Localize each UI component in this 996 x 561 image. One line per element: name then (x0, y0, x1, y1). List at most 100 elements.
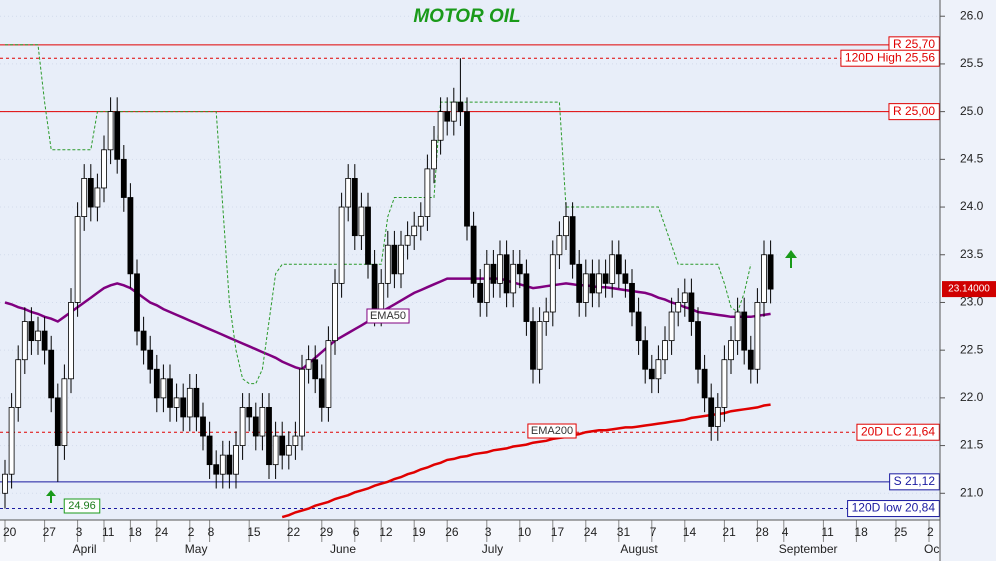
x-tick-label: 27 (43, 525, 57, 539)
candle-body (457, 101, 464, 113)
candle-body (206, 435, 213, 466)
candle-body (648, 368, 655, 380)
indicator-label: EMA50 (370, 310, 406, 322)
candle-body (384, 244, 391, 284)
month-label: July (482, 542, 503, 556)
candle-body (87, 178, 94, 208)
x-tick-label: 14 (683, 525, 697, 539)
level-label-box (889, 473, 940, 491)
candle-body (200, 416, 206, 437)
candle-body (490, 263, 497, 284)
candle-body (741, 311, 748, 351)
candle-body (345, 178, 352, 208)
x-tick-label: 3 (485, 525, 492, 539)
candle-body (325, 340, 332, 408)
candle-body (338, 206, 345, 284)
candle-body (74, 216, 81, 303)
candle-body (543, 311, 550, 322)
plot-area (0, 0, 940, 520)
candle-body (259, 407, 266, 437)
candle-body (48, 349, 55, 399)
candle-body (444, 111, 451, 122)
levels (0, 44, 940, 510)
candle-body (563, 216, 569, 237)
candle-body (655, 359, 662, 380)
level-label: 120D low 20,84 (852, 501, 936, 515)
candle-body (747, 349, 754, 370)
candle-body (523, 273, 530, 322)
candle-body (246, 407, 253, 418)
candle-body (688, 292, 695, 322)
candle-body (398, 244, 404, 275)
candle-body (120, 158, 127, 198)
candle-body (431, 139, 437, 170)
candle-body (728, 340, 734, 361)
candle-body (147, 349, 154, 370)
candle-body (721, 359, 728, 408)
level-label: 120D High 25,56 (845, 50, 935, 64)
candle-body (681, 292, 688, 303)
x-tick-label: 7 (650, 525, 657, 539)
candle-body (365, 206, 371, 265)
candle-body (312, 359, 319, 380)
candle-body (292, 435, 299, 446)
candle-body (305, 359, 312, 370)
candle-body (411, 225, 418, 237)
level-label: 20D LC 21,64 (861, 424, 935, 438)
candle-body (279, 435, 286, 456)
candle-body (21, 321, 28, 361)
x-tick-label: 22 (287, 525, 301, 539)
signal-label: 24.96 (68, 500, 96, 512)
x-tick-label: 15 (247, 525, 261, 539)
candle-body (483, 263, 490, 303)
candle-body (173, 397, 180, 408)
candle-body (622, 273, 629, 284)
candle-body (226, 454, 233, 475)
candle-body (754, 302, 761, 370)
candle-body (140, 330, 147, 351)
candle-body (2, 473, 8, 494)
x-tick-label: 12 (379, 525, 393, 539)
month-label: June (330, 542, 356, 556)
candle-body (437, 111, 444, 141)
candle-body (503, 254, 510, 294)
indicator-line (4, 277, 771, 371)
x-tick-label: 18 (854, 525, 868, 539)
signal-arrow-small (46, 490, 56, 503)
x-tick-label: 31 (617, 525, 631, 539)
y-tick-label: 24.5 (960, 152, 984, 166)
y-tick-label: 22.5 (960, 342, 984, 356)
candle-body (272, 435, 279, 466)
candle-body (556, 235, 563, 256)
month-label: August (620, 542, 658, 556)
candle-body (536, 321, 543, 370)
candle-body (371, 263, 378, 313)
candle-body (734, 311, 741, 342)
candle-body (609, 254, 616, 284)
x-tick-label: 10 (518, 525, 532, 539)
month-label: May (185, 542, 208, 556)
candle-body (516, 263, 523, 275)
y-tick-label: 23.5 (960, 247, 984, 261)
x-tick-label: 29 (320, 525, 334, 539)
candle-body (35, 330, 41, 342)
candle-body (186, 387, 193, 418)
candle-body (582, 273, 589, 303)
candle-body (41, 330, 48, 351)
candle-body (404, 235, 411, 246)
candle-body (127, 197, 134, 275)
x-tick-label: 2 (927, 525, 934, 539)
candle-body (193, 387, 200, 418)
x-tick-label: 2 (188, 525, 195, 539)
candle-body (497, 254, 503, 284)
month-label: April (73, 542, 97, 556)
candle-body (180, 397, 187, 418)
candles (2, 58, 774, 509)
x-tick-label: 11 (102, 525, 115, 539)
candle-body (318, 378, 325, 408)
candle-body (701, 368, 708, 399)
candle-body (464, 111, 470, 227)
level-label-box (840, 49, 940, 67)
candle-body (213, 464, 220, 475)
candle-body (761, 254, 767, 303)
